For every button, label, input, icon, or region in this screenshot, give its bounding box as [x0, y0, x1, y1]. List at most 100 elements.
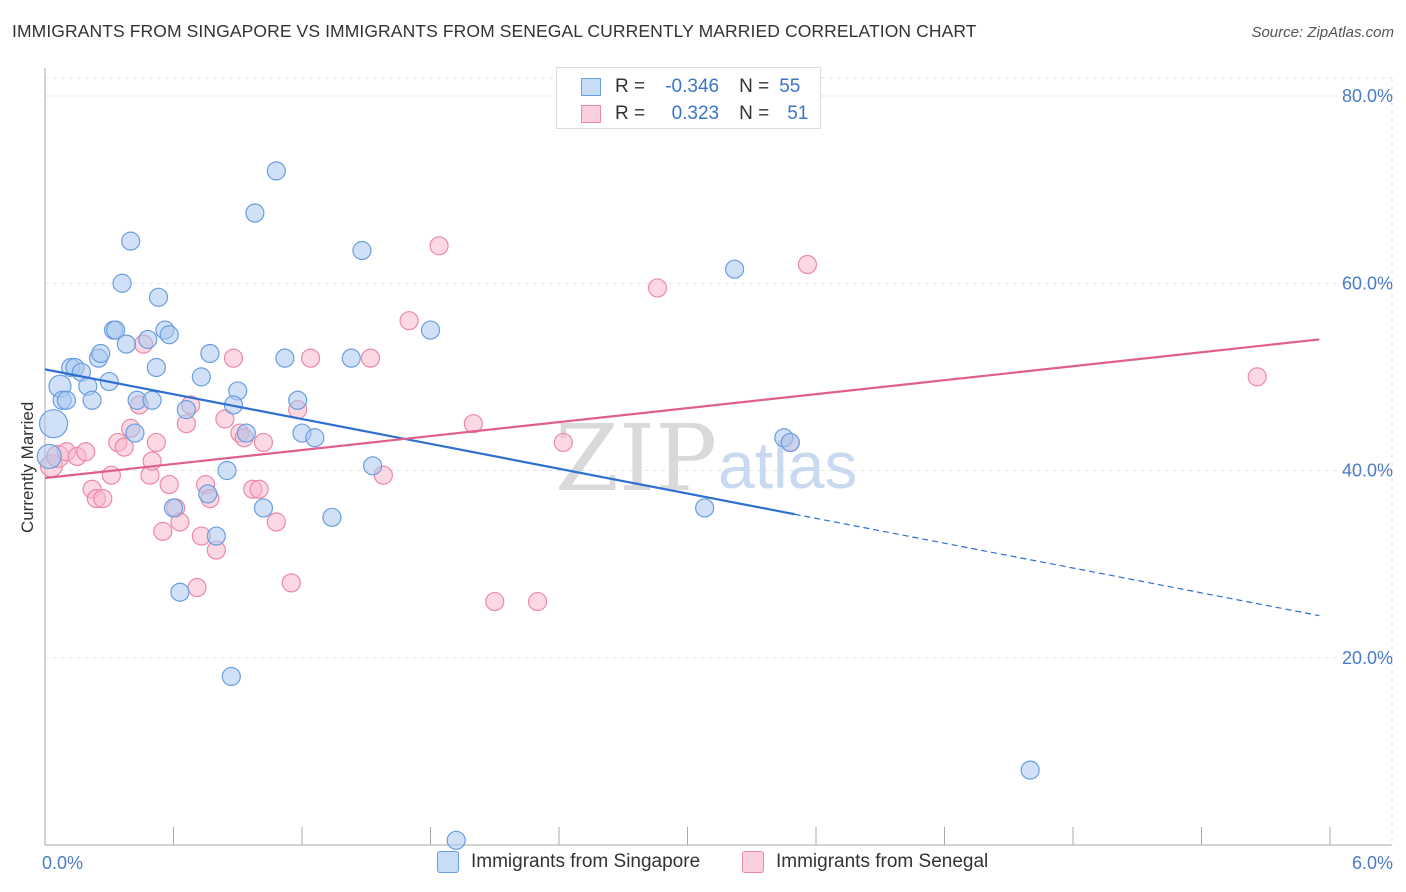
point-singapore [112, 273, 132, 293]
point-singapore [695, 498, 715, 518]
point-senegal [153, 521, 173, 541]
watermark: ZIP atlas [555, 405, 857, 512]
point-senegal [101, 465, 121, 485]
point-senegal [114, 437, 134, 457]
point-singapore [217, 460, 237, 481]
legend-n-value: 51 [787, 103, 809, 124]
point-singapore [106, 320, 126, 340]
point-senegal [797, 254, 818, 275]
chart-title: IMMIGRANTS FROM SINGAPORE VS IMMIGRANTS … [12, 21, 977, 41]
point-senegal [266, 512, 286, 532]
point-senegal [223, 348, 244, 368]
point-senegal [463, 414, 483, 434]
point-singapore [322, 507, 342, 527]
point-singapore [725, 259, 745, 279]
point-singapore [163, 498, 184, 518]
point-singapore [341, 348, 361, 368]
point-singapore [142, 390, 162, 410]
legend-n-label: N = [739, 76, 770, 97]
point-senegal [187, 577, 207, 598]
point-senegal [429, 236, 449, 256]
point-singapore [253, 498, 274, 518]
point-senegal [300, 348, 321, 368]
series-legend-senegal[interactable]: Immigrants from Senegal [742, 851, 988, 873]
point-senegal [146, 432, 166, 453]
series-singapore [36, 161, 1040, 850]
point-senegal [485, 591, 505, 612]
point-senegal [249, 479, 269, 499]
point-singapore [121, 231, 141, 251]
series-legend-swatch-singapore [437, 851, 459, 873]
point-singapore [305, 428, 325, 448]
series-legend-swatch-senegal [742, 851, 764, 873]
point-singapore [1020, 760, 1040, 780]
x-tick-label: 0.0% [42, 853, 83, 873]
y-axis-title: Currently Married [18, 402, 37, 533]
point-senegal [399, 311, 419, 331]
legend-swatch-senegal [581, 105, 601, 123]
point-singapore [245, 203, 265, 223]
point-singapore [56, 390, 77, 410]
legend-swatch-singapore [581, 78, 601, 96]
y-tick-label: 60.0% [1342, 273, 1393, 293]
series-legend: Immigrants from Singapore Immigrants fro… [0, 851, 1406, 879]
point-senegal [527, 591, 548, 612]
point-senegal [1247, 367, 1267, 387]
correlation-legend: R = -0.346 N = 55 R = 0.323 N = 51 [556, 67, 821, 129]
point-singapore [82, 390, 102, 410]
point-senegal [76, 442, 96, 462]
series-legend-label-singapore: Immigrants from Singapore [471, 851, 701, 872]
point-senegal [253, 432, 274, 453]
point-singapore [206, 526, 226, 546]
point-singapore [91, 343, 111, 364]
tick-labels: 20.0% 40.0% 60.0% 80.0% 0.0% 6.0% [42, 86, 1393, 873]
point-singapore [275, 348, 295, 368]
trend-lines [44, 338, 1320, 617]
legend-r-value: -0.346 [665, 76, 720, 97]
point-singapore [221, 666, 241, 687]
legend-row-singapore: R = -0.346 N = 55 [581, 75, 800, 99]
watermark-zip: ZIP [555, 405, 717, 512]
point-singapore [38, 409, 69, 439]
point-senegal [553, 432, 573, 453]
point-singapore [36, 443, 62, 470]
point-singapore [420, 320, 441, 340]
point-singapore [148, 287, 169, 307]
legend-n-label: N = [739, 103, 770, 124]
point-singapore [191, 367, 211, 387]
y-tick-label: 20.0% [1342, 648, 1393, 668]
legend-r-label: R = [615, 76, 646, 97]
point-senegal [281, 573, 301, 593]
point-singapore [200, 343, 220, 364]
legend-r-label: R = [615, 103, 646, 124]
point-singapore [170, 582, 190, 602]
point-singapore [363, 456, 383, 476]
source-label: Source: ZipAtlas.com [1251, 24, 1394, 41]
legend-n-value: 55 [779, 76, 801, 97]
point-singapore [236, 423, 256, 443]
point-senegal [360, 348, 381, 368]
point-singapore [116, 334, 136, 354]
point-singapore [780, 432, 800, 453]
trend-line-senegal [44, 338, 1320, 480]
legend-r-value: 0.323 [671, 103, 720, 124]
point-senegal [93, 488, 113, 509]
point-singapore [198, 484, 218, 504]
point-singapore [352, 240, 372, 261]
point-senegal [647, 278, 668, 298]
point-singapore [138, 329, 158, 350]
point-senegal [215, 409, 235, 429]
x-tick-label: 6.0% [1352, 853, 1393, 873]
y-tick-label: 80.0% [1342, 86, 1393, 106]
point-singapore [125, 423, 145, 443]
y-tick-label: 40.0% [1342, 461, 1393, 481]
point-senegal [159, 474, 179, 495]
trend-line-singapore-extension [794, 513, 1320, 617]
series-legend-singapore[interactable]: Immigrants from Singapore [437, 851, 700, 873]
point-singapore [288, 390, 308, 410]
series-legend-label-senegal: Immigrants from Senegal [776, 851, 989, 872]
point-singapore [159, 325, 179, 345]
point-singapore [146, 357, 166, 378]
trend-line-singapore [44, 368, 795, 516]
